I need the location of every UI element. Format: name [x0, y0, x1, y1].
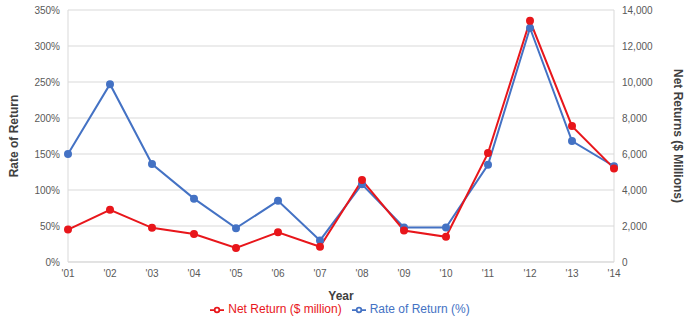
svg-text:'08: '08 [355, 268, 368, 279]
svg-text:'02: '02 [103, 268, 116, 279]
svg-text:300%: 300% [34, 41, 60, 52]
svg-text:14,000: 14,000 [622, 5, 653, 16]
svg-text:0: 0 [622, 257, 628, 268]
svg-text:2,000: 2,000 [622, 221, 647, 232]
svg-text:'04: '04 [187, 268, 200, 279]
svg-text:Net Returns ($ Millions): Net Returns ($ Millions) [671, 69, 682, 203]
svg-text:'07: '07 [313, 268, 326, 279]
svg-text:350%: 350% [34, 5, 60, 16]
svg-text:Year: Year [328, 289, 354, 303]
svg-text:200%: 200% [34, 113, 60, 124]
svg-text:150%: 150% [34, 149, 60, 160]
html-text:Net Return ($ million): Net Return ($ million) [228, 302, 342, 316]
svg-text:50%: 50% [40, 221, 60, 232]
svg-text:'11: '11 [482, 268, 495, 279]
svg-text:'12: '12 [523, 268, 536, 279]
svg-text:'10: '10 [439, 268, 452, 279]
svg-text:'06: '06 [271, 268, 284, 279]
html-text:Rate of Return (%): Rate of Return (%) [369, 302, 470, 316]
svg-text:'14: '14 [607, 268, 620, 279]
svg-text:'09: '09 [397, 268, 410, 279]
svg-text:4,000: 4,000 [622, 185, 647, 196]
svg-text:250%: 250% [34, 77, 60, 88]
svg-text:100%: 100% [34, 185, 60, 196]
svg-text:12,000: 12,000 [622, 41, 653, 52]
svg-text:Rate of Return: Rate of Return [8, 95, 21, 178]
svg-text:0%: 0% [46, 257, 61, 268]
svg-text:'05: '05 [229, 268, 242, 279]
svg-text:8,000: 8,000 [622, 113, 647, 124]
svg-text:'03: '03 [145, 268, 158, 279]
svg-text:'01: '01 [61, 268, 74, 279]
svg-text:6,000: 6,000 [622, 149, 647, 160]
svg-text:'13: '13 [565, 268, 578, 279]
svg-text:10,000: 10,000 [622, 77, 653, 88]
